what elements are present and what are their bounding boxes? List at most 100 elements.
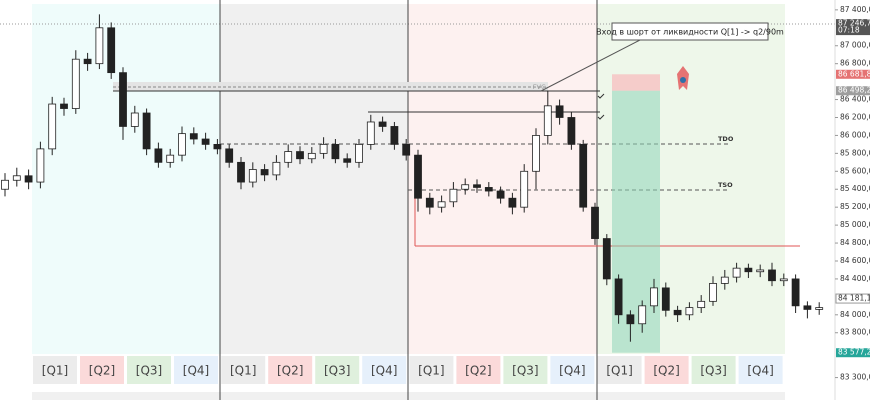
candle-body [779, 278, 788, 282]
y-tick-label: 86 800,00 [840, 59, 870, 68]
quarter-label: [Q2] [465, 364, 491, 378]
tso-label: TSO [718, 181, 733, 189]
candle-body [225, 148, 234, 163]
fvg-label: FVG [533, 83, 546, 91]
candle-body [638, 305, 647, 325]
candle-body [437, 201, 446, 208]
candle-body [284, 151, 293, 163]
quarter-label: [Q2] [653, 364, 679, 378]
candle-body [720, 276, 729, 284]
candle-body [815, 307, 824, 310]
candle-body [768, 269, 776, 282]
y-tick-label: 85 600,00 [840, 166, 870, 175]
quarter-box [691, 356, 736, 384]
candle-body [260, 169, 269, 176]
note-pointer [540, 39, 641, 92]
y-tick-label: 85 800,00 [840, 148, 870, 157]
candle-body [591, 206, 599, 239]
candle-body [1, 179, 9, 190]
candle-body [626, 314, 635, 325]
candle-body [166, 154, 175, 163]
candle-body [520, 170, 529, 208]
candle-body [602, 238, 611, 280]
candle-body [484, 187, 493, 192]
quarter-label: [Q4] [559, 364, 585, 378]
y-tick-label: 84 600,00 [840, 256, 870, 265]
candle-body [673, 309, 682, 316]
quarter-label: [Q3] [512, 364, 538, 378]
candle-body [390, 126, 399, 145]
candle-body [555, 105, 564, 118]
candle-body [449, 188, 458, 203]
session-bg [408, 4, 597, 354]
quarter-label: [Q1] [230, 364, 256, 378]
candle-body [107, 27, 116, 74]
quarter-box [315, 356, 360, 384]
candle-body [532, 135, 540, 172]
y-tick-label: 83 300,00 [840, 373, 870, 382]
candle-body [36, 148, 45, 183]
price-tag-time: 07:18 [838, 26, 860, 35]
quarter-label: [Q1] [42, 364, 68, 378]
quarter-box [174, 356, 218, 384]
price-tag-label: 86 681,84 [838, 69, 870, 78]
candle-body [744, 267, 753, 273]
y-tick-label: 84 000,00 [840, 310, 870, 319]
candle-body [685, 307, 694, 316]
quarter-box [644, 356, 689, 384]
candle-body [213, 143, 222, 150]
price-tag [836, 86, 870, 96]
y-tick-label: 87 400,00 [840, 5, 870, 14]
candle-body [12, 175, 21, 181]
candle-body [402, 143, 411, 156]
quarter-box [409, 356, 454, 384]
candle-body [237, 161, 245, 183]
quarter-label: [Q2] [277, 364, 303, 378]
candle-body [272, 161, 281, 176]
candle-body [791, 278, 800, 307]
candle-body [119, 72, 127, 127]
candle-body [756, 269, 765, 273]
quarter-label: [Q3] [700, 364, 726, 378]
candle-body [201, 138, 210, 145]
candle-body [803, 305, 812, 310]
candle-body [189, 133, 198, 140]
candle-body [425, 197, 434, 208]
candle-body [130, 112, 139, 127]
candle-body [579, 143, 588, 208]
tdo-label: TDO [718, 135, 734, 143]
quarter-box [33, 356, 77, 384]
price-tag [836, 69, 870, 79]
quarter-box [80, 356, 124, 384]
y-tick-label: 87 000,00 [840, 41, 870, 50]
price-tag [836, 348, 870, 358]
candle-body [343, 158, 352, 163]
quarter-label: [Q4] [371, 364, 397, 378]
price-tag-label: 87 246,79 [838, 19, 870, 28]
quarter-label: [Q1] [418, 364, 444, 378]
candle-body [154, 148, 163, 163]
candle-body [83, 58, 92, 65]
candle-body [355, 143, 363, 163]
candle-body [142, 112, 151, 150]
session-bg [220, 4, 408, 354]
session-bg [32, 4, 220, 354]
quarter-box [738, 356, 783, 384]
candle-body [48, 103, 57, 150]
candle-body [178, 133, 186, 156]
candle-body [508, 197, 517, 208]
note-box [611, 22, 769, 41]
note-text: Вход в шорт от ликвидности Q[1] -> q2/90… [596, 28, 784, 37]
candle-body [614, 278, 623, 316]
candle-body [331, 143, 340, 160]
candle-body [496, 190, 505, 199]
quarter-label: [Q1] [606, 364, 632, 378]
y-tick-label: 83 800,00 [840, 328, 870, 337]
candle-body [732, 267, 741, 278]
candle-body [650, 287, 658, 307]
candle-body [71, 58, 80, 109]
position-stop [612, 74, 660, 91]
price-tag [836, 19, 870, 36]
